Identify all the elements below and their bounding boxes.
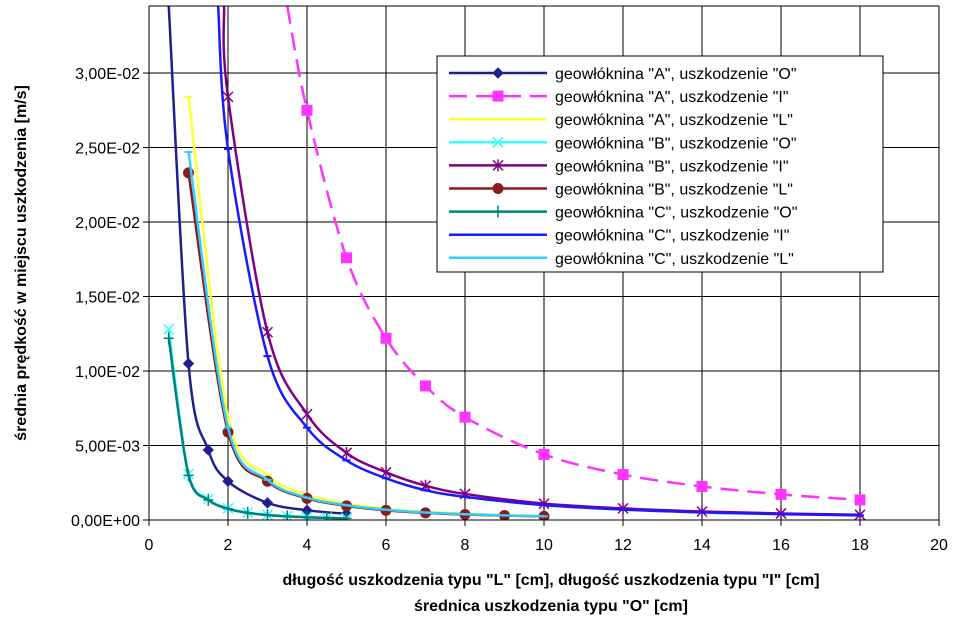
legend-label: geowłóknina "C", uszkodzenie "I" (555, 228, 789, 245)
series-8 (216, 6, 864, 517)
data-point (854, 494, 866, 506)
data-point (341, 512, 352, 520)
data-point (182, 357, 195, 370)
x-tick-label: 20 (930, 537, 948, 554)
data-point (202, 444, 214, 456)
legend-marker (492, 159, 504, 172)
data-point (262, 509, 273, 520)
legend-marker (492, 136, 504, 148)
data-point (420, 380, 431, 392)
x-tick-label: 8 (461, 537, 470, 554)
legend-label: geowłóknina "C", uszkodzenie "O" (555, 205, 797, 222)
legend-entry: geowłóknina "C", uszkodzenie "L" (449, 251, 794, 268)
x-tick-label: 14 (693, 537, 711, 554)
data-point (163, 323, 175, 335)
data-point (222, 90, 234, 103)
legend-entry: geowłóknina "C", uszkodzenie "I" (449, 228, 789, 245)
data-point (261, 497, 274, 509)
data-point (696, 480, 708, 492)
legend-marker (492, 90, 504, 102)
legend-label: geowłóknina "B", uszkodzenie "O" (555, 135, 797, 152)
data-point (321, 511, 332, 520)
data-point (302, 511, 312, 520)
series-line (286, 6, 861, 502)
data-point (775, 488, 787, 500)
x-tick-label: 12 (614, 537, 632, 554)
data-point (617, 469, 629, 481)
legend-box (436, 55, 884, 273)
legend-entry: geowłóknina "A", uszkodzenie "I" (449, 89, 789, 106)
legend-label: geowłóknina "A", uszkodzenie "O" (555, 66, 797, 83)
series-9 (184, 151, 548, 518)
data-point (538, 497, 550, 510)
y-tick-label: 2,00E-02 (75, 215, 140, 232)
data-point (301, 104, 313, 116)
legend-entry: geowłóknina "B", uszkodzenie "L" (449, 182, 793, 199)
legend-entry: geowłóknina "B", uszkodzenie "O" (449, 135, 797, 152)
x-axis-title-line2: średnica uszkodzenia typu "O" [cm] (414, 598, 688, 615)
y-axis-title: średnia prędkość w miejscu uszkodzenia [… (13, 85, 30, 441)
data-point (222, 475, 234, 487)
legend-entry: geowłóknina "B", uszkodzenie "I" (449, 158, 789, 175)
x-tick-label: 6 (382, 537, 391, 554)
x-tick-label: 2 (224, 537, 233, 554)
x-tick-label: 18 (851, 537, 869, 554)
legend-label: geowłóknina "B", uszkodzenie "L" (555, 182, 793, 199)
legend-marker (493, 205, 503, 218)
data-point (223, 502, 233, 515)
x-tick-label: 4 (303, 537, 312, 554)
legend-marker (492, 183, 504, 194)
data-point (459, 411, 471, 423)
series-layer (163, 6, 866, 520)
y-tick-label: 2,50E-02 (75, 141, 140, 158)
data-point (380, 332, 392, 344)
y-tick-label: 1,00E-02 (75, 364, 140, 381)
y-tick-label: 1,50E-02 (75, 290, 140, 307)
legend-entry: geowłóknina "A", uszkodzenie "O" (449, 66, 797, 83)
x-tick-label: 0 (145, 537, 154, 554)
x-tick-label: 16 (772, 537, 790, 554)
data-point (282, 510, 293, 520)
series-2 (286, 6, 866, 506)
series-1 (167, 6, 353, 520)
y-tick-label: 3,00E-02 (75, 66, 140, 83)
data-point (203, 493, 214, 506)
ticks: 0 2 4 6 8 10 12 14 16 18 20 0,00E+00 5,00E-03 1,00E-0… (71, 66, 948, 554)
x-axis-title-line1: długość uszkodzenia typu "L" [cm], długo… (282, 572, 819, 589)
data-point (538, 448, 550, 460)
y-tick-label: 0,00E+00 (71, 513, 140, 530)
data-point (301, 408, 313, 421)
y-tick-label: 5,00E-03 (75, 439, 140, 456)
data-point (340, 446, 353, 459)
data-point (183, 469, 194, 482)
data-point (261, 326, 274, 339)
data-point (341, 252, 352, 264)
legend-marker-stroke (492, 136, 504, 148)
legend-label: geowłóknina "C", uszkodzenie "L" (555, 251, 794, 268)
data-point (242, 506, 253, 519)
data-point-stroke (163, 323, 175, 335)
legend-label: geowłóknina "B", uszkodzenie "I" (555, 158, 789, 175)
data-point (163, 332, 174, 345)
legend-marker (492, 67, 504, 79)
legend-entry: geowłóknina "A", uszkodzenie "L" (449, 112, 793, 129)
legend-entry: geowłóknina "C", uszkodzenie "O" (449, 205, 797, 222)
series-line (167, 6, 347, 515)
series-7 (163, 332, 352, 520)
legend-label: geowłóknina "A", uszkodzenie "I" (555, 89, 789, 106)
data-point (380, 466, 392, 479)
legend: geowłóknina "A", uszkodzenie "O" geowłókn… (436, 55, 884, 273)
x-tick-label: 10 (535, 537, 553, 554)
legend-label: geowłóknina "A", uszkodzenie "L" (555, 112, 793, 129)
